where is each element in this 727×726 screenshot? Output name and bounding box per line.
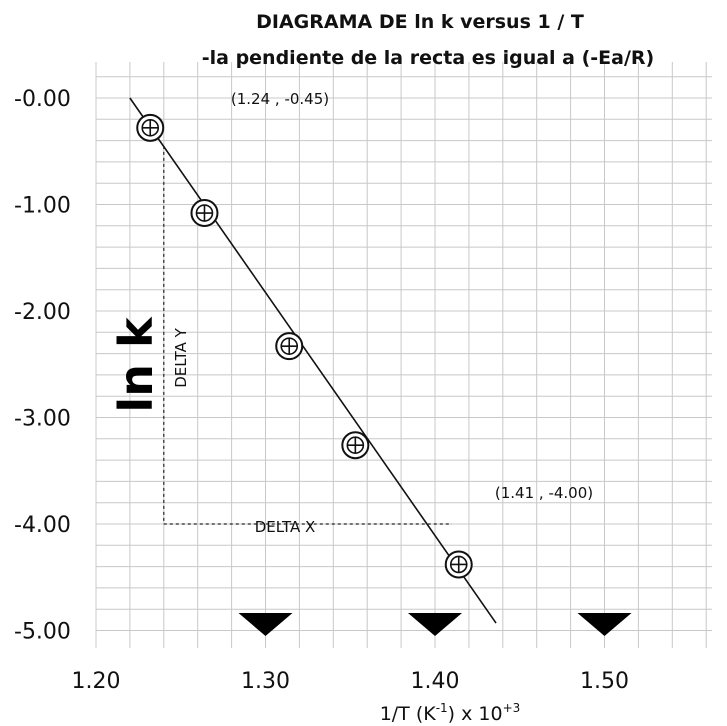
x-tick-label: 1.50 bbox=[580, 669, 629, 694]
delta-guides bbox=[163, 145, 452, 525]
x-tick-label: 1.40 bbox=[411, 669, 460, 694]
x-axis-label: 1/T (K-1) x 10+3 bbox=[380, 701, 521, 725]
data-point bbox=[275, 332, 304, 361]
triangle-marker bbox=[238, 613, 293, 636]
y-tick-label: -3.00 bbox=[14, 407, 71, 432]
data-point bbox=[190, 199, 219, 228]
data-point bbox=[136, 113, 165, 142]
x-tick-label: 1.30 bbox=[241, 669, 290, 694]
fit-line-group bbox=[129, 97, 497, 624]
data-point bbox=[341, 431, 370, 460]
labels: DIAGRAMA DE ln k versus 1 / T -la pendie… bbox=[109, 11, 654, 725]
data-point bbox=[444, 550, 473, 579]
data-points bbox=[136, 113, 473, 579]
fit-line bbox=[129, 97, 497, 624]
chart-title: DIAGRAMA DE ln k versus 1 / T bbox=[256, 11, 584, 33]
x-tick-label: 1.20 bbox=[72, 669, 121, 694]
tick-markers bbox=[238, 613, 632, 636]
triangle-marker bbox=[408, 613, 462, 636]
y-tick-label: -5.00 bbox=[14, 620, 71, 645]
y-tick-label: -1.00 bbox=[14, 194, 71, 219]
triangle-marker bbox=[577, 613, 632, 636]
tick-labels: -0.00 -1.00 -2.00 -3.00 -4.00 -5.001.20 1.30 1.… bbox=[14, 87, 629, 694]
y-tick-label: -0.00 bbox=[14, 87, 71, 112]
annotation-top: (1.24 , -0.45) bbox=[231, 90, 329, 108]
y-axis-label: ln k bbox=[109, 316, 163, 413]
y-tick-label: -4.00 bbox=[14, 513, 71, 538]
delta-x-label: DELTA X bbox=[255, 518, 316, 536]
y-tick-label: -2.00 bbox=[14, 300, 71, 325]
delta-y-label: DELTA Y bbox=[172, 327, 190, 387]
annotation-bottom: (1.41 , -4.00) bbox=[495, 484, 593, 502]
chart-subtitle: -la pendiente de la recta es igual a (-E… bbox=[202, 47, 655, 69]
